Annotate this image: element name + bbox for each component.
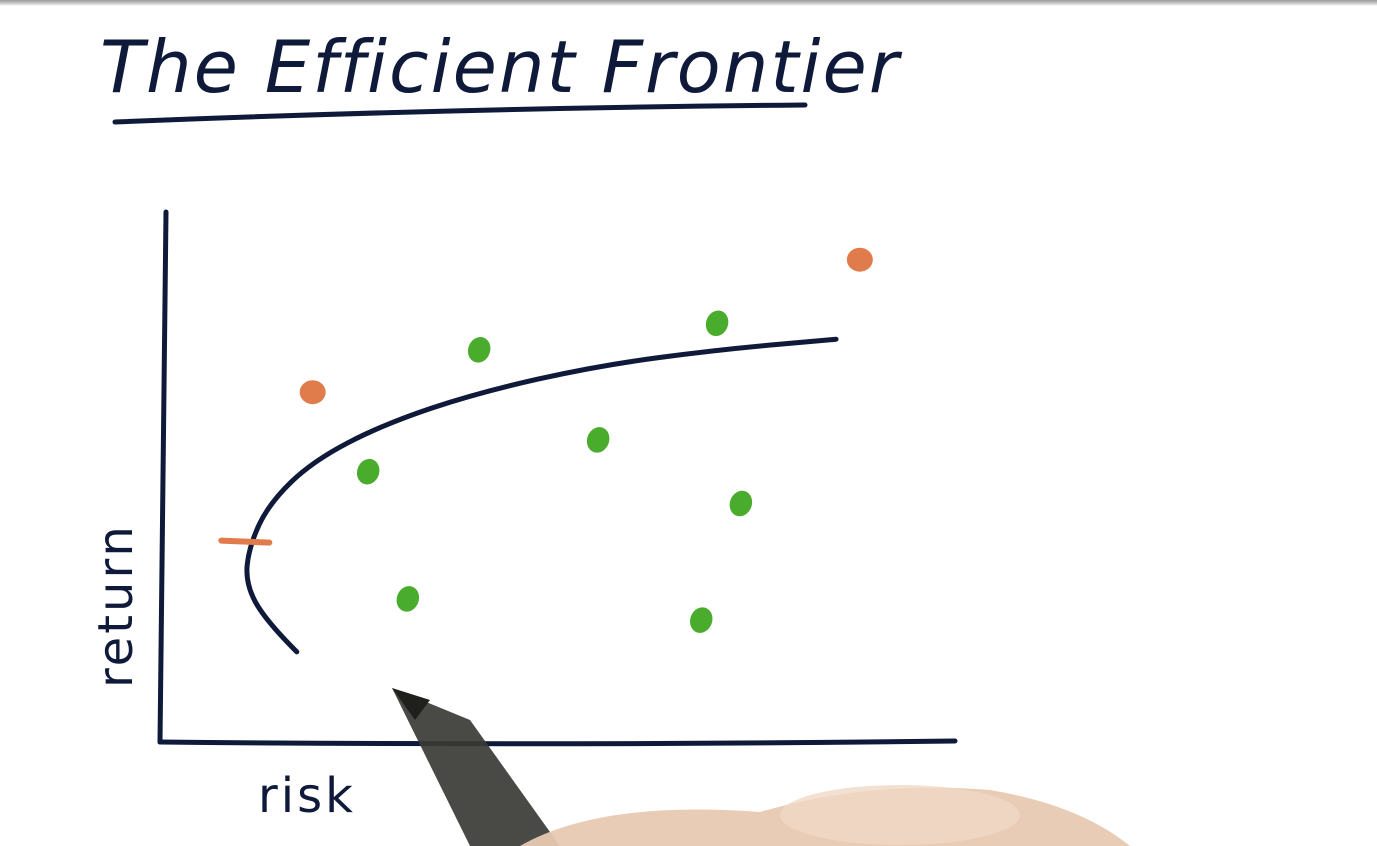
portfolio-point-4 xyxy=(356,458,380,485)
hand-icon xyxy=(520,785,1130,846)
portfolio-point-5 xyxy=(729,490,753,517)
x-axis-label: risk xyxy=(258,768,356,824)
frontier-point-1 xyxy=(846,247,873,272)
x-axis-line xyxy=(157,738,958,747)
chart-title: The Efficient Frontier xyxy=(100,25,903,109)
y-axis-line xyxy=(157,209,169,745)
portfolio-point-3 xyxy=(586,427,610,453)
portfolio-point-1 xyxy=(467,337,491,363)
title-underline xyxy=(112,102,808,125)
y-axis-label: return xyxy=(88,523,144,688)
plot-area xyxy=(218,247,873,655)
min-variance-mark-1 xyxy=(218,537,273,546)
top-shadow-bar xyxy=(0,0,1377,6)
frontier-curve xyxy=(244,336,839,655)
frontier-point-2 xyxy=(299,380,326,405)
pen-tip-icon xyxy=(392,688,560,846)
portfolio-point-7 xyxy=(689,607,713,633)
portfolio-point-6 xyxy=(396,586,420,612)
portfolio-point-2 xyxy=(705,310,729,337)
